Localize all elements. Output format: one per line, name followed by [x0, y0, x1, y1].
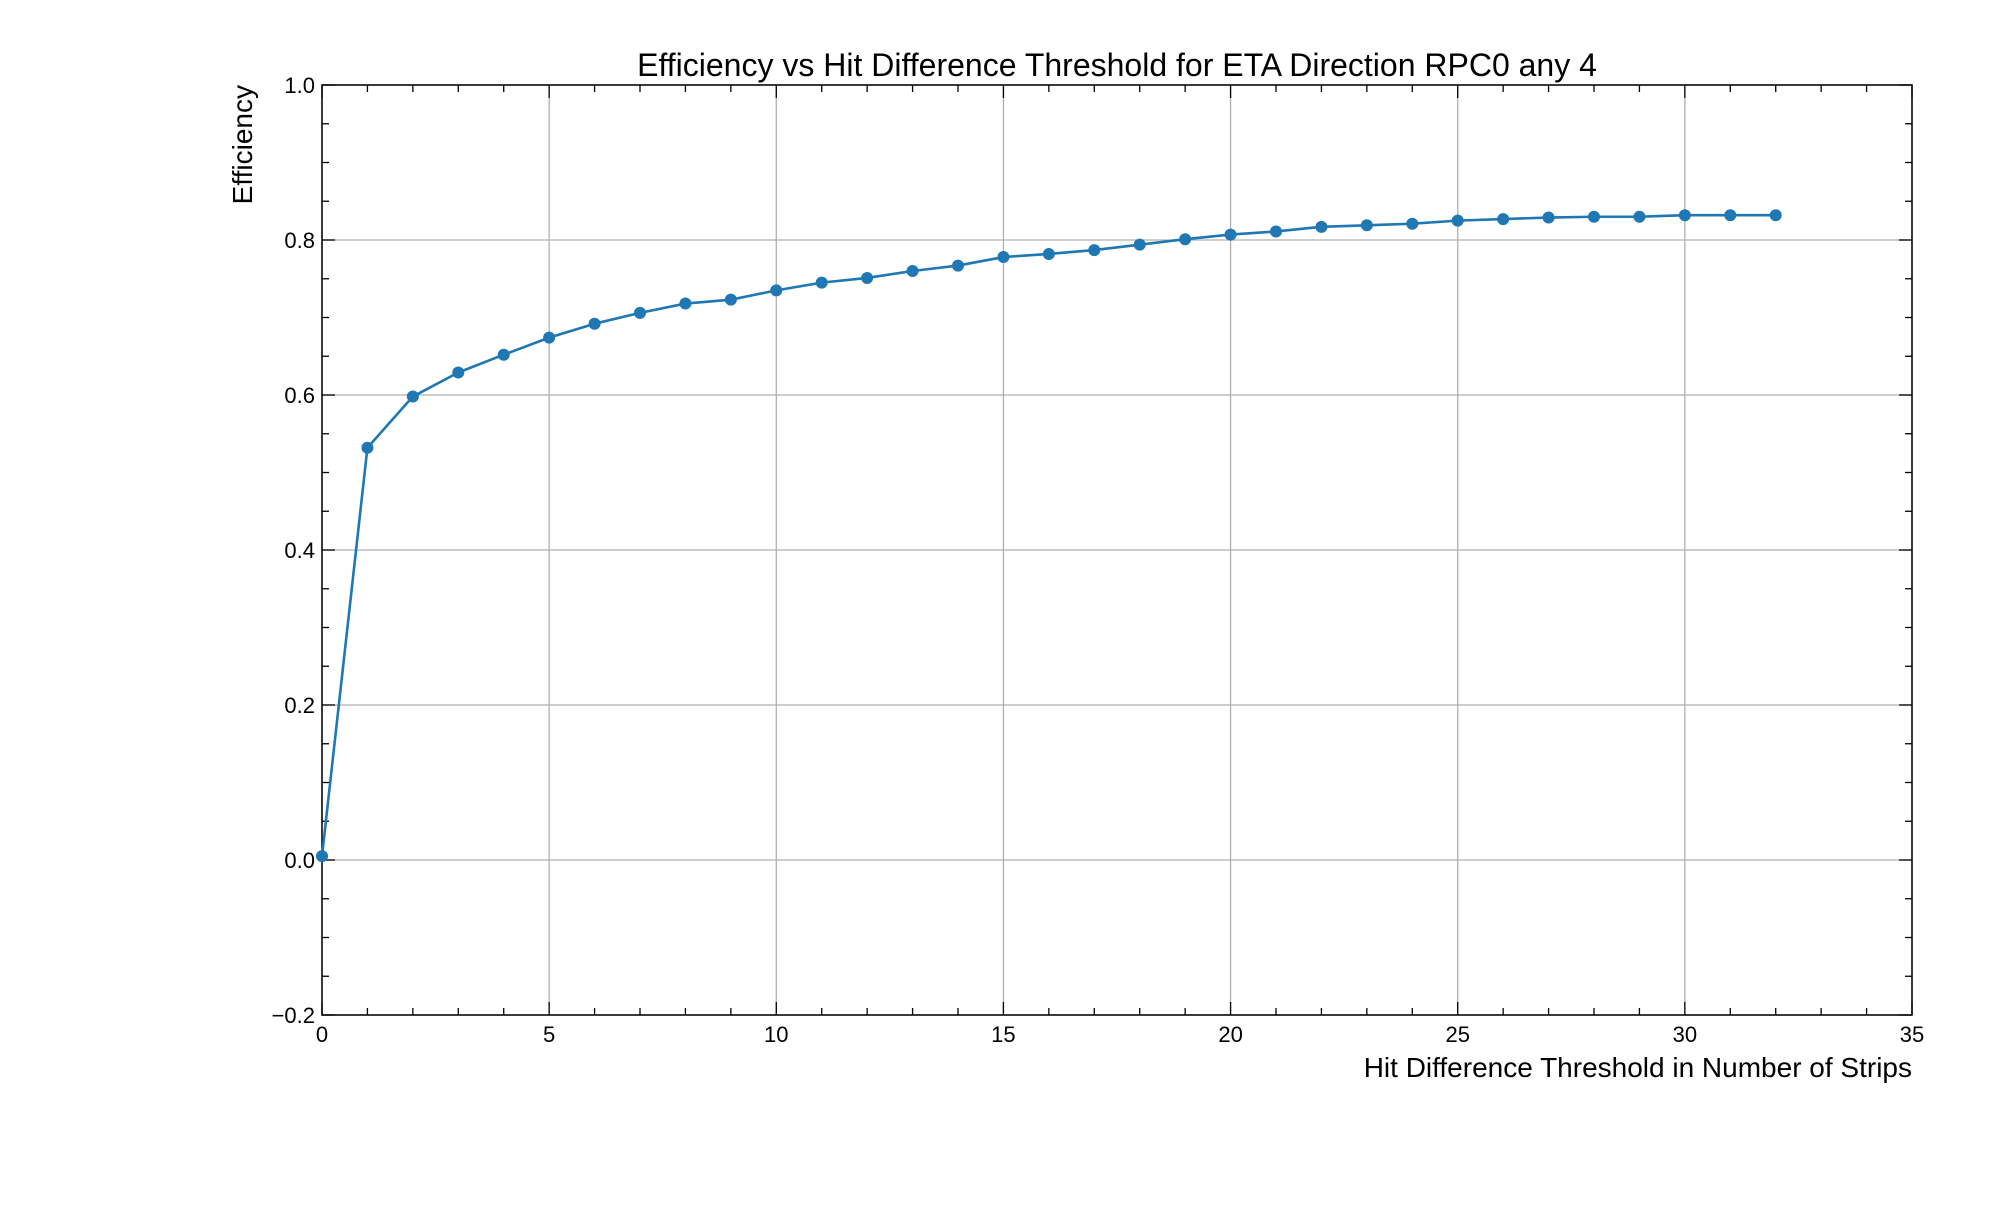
x-tick-label: 25 — [1445, 1022, 1469, 1047]
x-axis-label: Hit Difference Threshold in Number of St… — [1364, 1052, 1912, 1083]
y-axis-label: Efficiency — [227, 85, 258, 204]
data-point — [406, 390, 419, 403]
x-tick-label: 5 — [543, 1022, 555, 1047]
data-point — [770, 284, 783, 297]
data-point — [1315, 220, 1328, 233]
data-point — [1724, 209, 1737, 222]
data-point — [452, 366, 465, 379]
data-point — [724, 293, 737, 306]
y-tick-label: 0.2 — [284, 693, 315, 718]
data-point — [1179, 233, 1192, 246]
data-point — [1678, 209, 1691, 222]
y-tick-label: 0.0 — [284, 848, 315, 873]
data-point — [1406, 217, 1419, 230]
series-line — [320, 213, 1776, 857]
x-tick-label: 15 — [991, 1022, 1015, 1047]
data-point — [361, 441, 374, 454]
data-point — [634, 306, 646, 319]
x-tick-label: 30 — [1673, 1022, 1697, 1047]
data-point — [1497, 213, 1510, 226]
data-point — [1042, 247, 1055, 260]
data-point — [1451, 214, 1464, 227]
data-point — [679, 297, 692, 310]
y-tick-label: 0.8 — [284, 228, 315, 253]
data-point — [952, 259, 964, 272]
data-point — [997, 251, 1010, 264]
data-point — [1224, 228, 1237, 241]
data-point — [316, 850, 328, 863]
data-point — [1542, 211, 1555, 224]
data-point — [1633, 210, 1646, 223]
data-point — [497, 348, 510, 361]
data-point — [1588, 210, 1600, 223]
data-point — [906, 265, 919, 277]
data-point — [543, 331, 556, 344]
data-point — [1360, 219, 1373, 232]
data-point — [1088, 244, 1101, 257]
data-point — [1270, 225, 1282, 238]
x-tick-label: 10 — [764, 1022, 788, 1047]
x-tick-label: 20 — [1218, 1022, 1242, 1047]
data-point — [815, 276, 828, 289]
data-point — [1769, 209, 1782, 222]
data-point — [588, 317, 601, 330]
y-tick-label: 0.6 — [284, 383, 315, 408]
x-tick-label: 35 — [1900, 1022, 1924, 1047]
chart-title: Efficiency vs Hit Difference Threshold f… — [637, 47, 1597, 83]
data-point — [861, 271, 874, 284]
y-tick-label: 1.0 — [284, 73, 315, 98]
x-tick-label: 0 — [316, 1022, 328, 1047]
y-tick-label: 0.4 — [284, 538, 315, 563]
data-point — [1133, 238, 1146, 251]
y-tick-label: −0.2 — [272, 1003, 315, 1028]
